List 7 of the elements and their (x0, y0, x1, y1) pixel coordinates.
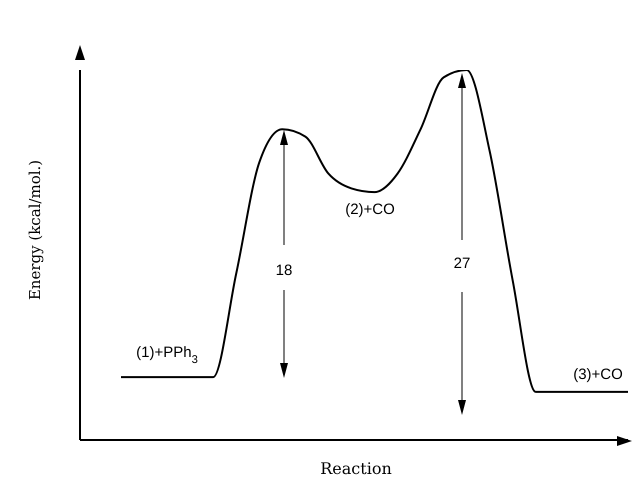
annotation: 18 (276, 262, 292, 279)
annotation: (3)+CO (573, 366, 623, 383)
annotation: (2)+CO (345, 201, 395, 218)
x-axis-title: Reaction (320, 459, 392, 478)
y-axis-title: Energy (kcal/mol.) (26, 160, 44, 300)
annotation: (1)+PPh$_{3}$ (136, 344, 198, 366)
annotation: 27 (454, 255, 470, 272)
